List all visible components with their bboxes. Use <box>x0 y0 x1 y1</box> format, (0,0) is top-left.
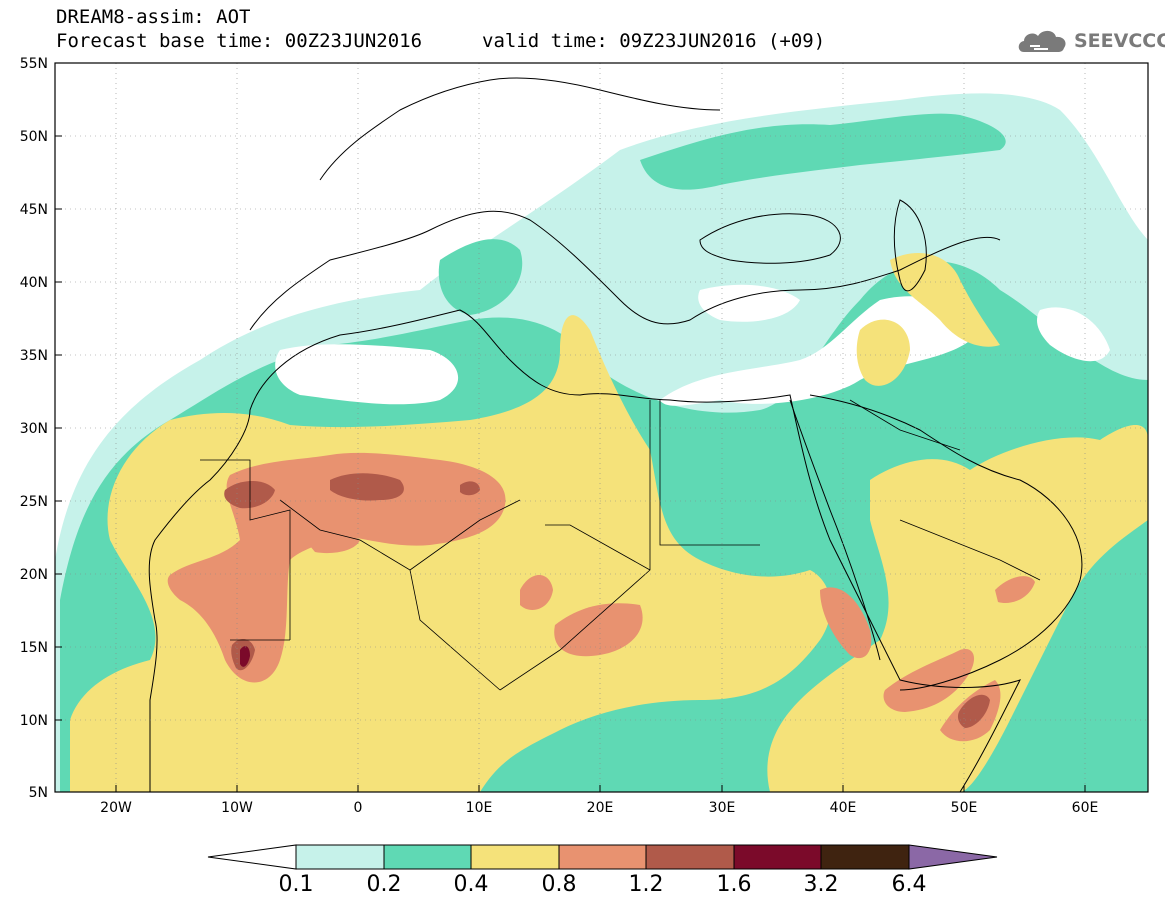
lat-label: 10N <box>20 713 48 729</box>
title-line: DREAM8-assim: AOT <box>56 6 251 28</box>
colorbar-swatch <box>295 844 385 870</box>
aot-band-0.8 <box>305 532 360 554</box>
lat-labels: 55N 50N 45N 40N 35N 30N 25N 20N 15N 10N … <box>20 56 48 801</box>
aot-field <box>55 93 1148 792</box>
coastline-europe <box>249 210 1001 331</box>
coastline-red-sea <box>789 399 881 661</box>
colorbar-high-arrow <box>908 844 998 870</box>
lat-label: 50N <box>20 129 48 145</box>
aot-band-1.2 <box>330 473 404 501</box>
border-lines <box>200 399 1041 691</box>
aot-band-1.6 <box>240 646 250 667</box>
coastline-arabia <box>809 394 1083 691</box>
lat-label: 40N <box>20 275 48 291</box>
coastline-africa <box>148 309 1021 792</box>
aot-band-0.8 <box>554 603 643 657</box>
coastline-north-europe <box>319 77 721 181</box>
colorbar-swatch <box>645 844 735 870</box>
colorbar-swatch <box>820 844 910 870</box>
coastlines <box>148 77 1083 792</box>
colorbar: 0.1 0.2 0.4 0.8 1.2 1.6 3.2 6.4 <box>207 844 998 897</box>
grid <box>55 63 1148 792</box>
lat-label: 30N <box>20 421 48 437</box>
lon-label: 20E <box>587 800 614 816</box>
lat-label: 20N <box>20 567 48 583</box>
lat-label: 15N <box>20 640 48 656</box>
lon-labels: 20W 10W 0 10E 20E 30E 40E 50E 60E <box>100 800 1098 816</box>
colorbar-low-arrow <box>207 844 297 870</box>
logo-text: SEEVCCC <box>1074 30 1165 52</box>
colorbar-label: 0.2 <box>367 872 402 897</box>
lat-label: 25N <box>20 494 48 510</box>
seevccc-logo: SEEVCCC <box>1016 26 1165 56</box>
colorbar-label: 0.1 <box>279 872 314 897</box>
lat-label: 35N <box>20 348 48 364</box>
aot-clear-area <box>660 296 980 406</box>
aot-band-0.8 <box>520 575 553 610</box>
lon-label: 40E <box>830 800 857 816</box>
colorbar-swatch <box>733 844 822 870</box>
valid-time-line: valid time: 09Z23JUN2016 (+09) <box>482 30 826 52</box>
colorbar-swatch <box>558 844 647 870</box>
aot-band-1.2 <box>957 694 990 728</box>
lon-label: 30E <box>709 800 736 816</box>
coastline-black-sea <box>699 213 841 264</box>
lon-label: 20W <box>100 800 132 816</box>
aot-band-0.4 <box>767 425 1148 792</box>
colorbar-swatch <box>470 844 560 870</box>
colorbar-label: 0.8 <box>542 872 577 897</box>
colorbar-label: 0.4 <box>454 872 489 897</box>
aot-clear-area <box>275 344 459 405</box>
colorbar-label: 6.4 <box>892 872 927 897</box>
colorbar-label: 1.2 <box>629 872 664 897</box>
lat-label: 5N <box>29 785 48 801</box>
lon-label: 50E <box>951 800 978 816</box>
aot-clear-area <box>1037 307 1110 362</box>
axis-ticks <box>55 62 1086 793</box>
aot-band-1.2 <box>460 481 480 496</box>
lat-label: 55N <box>20 56 48 72</box>
aot-band-0.2 <box>438 239 523 315</box>
aot-band-0.8 <box>995 576 1035 604</box>
lat-label: 45N <box>20 202 48 218</box>
colorbar-swatch <box>383 844 472 870</box>
lon-label: 10E <box>466 800 493 816</box>
colorbar-label: 3.2 <box>804 872 839 897</box>
aot-clear-area <box>698 284 800 322</box>
cloud-icon <box>1018 30 1066 52</box>
aot-band-0.4 <box>890 252 1000 347</box>
coastline-caspian <box>893 199 927 292</box>
base-time-line: Forecast base time: 00Z23JUN2016 <box>56 30 423 52</box>
aot-band-0.8 <box>167 452 506 683</box>
lon-label: 10W <box>221 800 253 816</box>
aot-band-0.8 <box>883 649 975 712</box>
aot-band-0.8 <box>820 587 872 659</box>
lon-label: 0 <box>354 800 363 816</box>
colorbar-label: 1.6 <box>717 872 752 897</box>
aot-band-0.4 <box>856 319 910 386</box>
lon-label: 60E <box>1072 800 1099 816</box>
aot-band-0.2 <box>640 113 1006 190</box>
